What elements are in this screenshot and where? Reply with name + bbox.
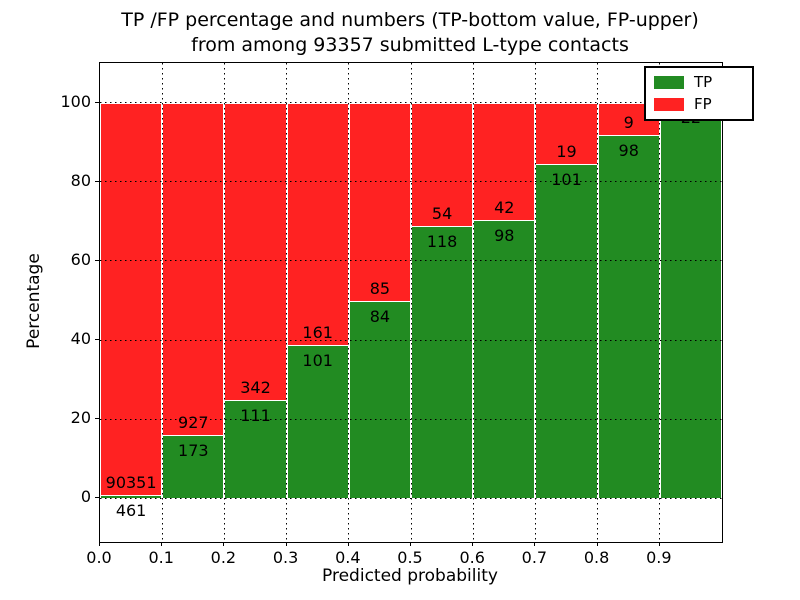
plot-area: 90351 461 927 173 342 111 161 101 85 84 54 118 42 98 1… (99, 62, 723, 543)
legend-entry: TP (654, 74, 744, 91)
y-tick-label: 40 (70, 329, 91, 349)
x-axis-label: Predicted probability (322, 566, 498, 586)
y-tick-mark (95, 259, 99, 261)
chart-title: TP /FP percentage and numbers (TP-bottom… (121, 9, 699, 56)
x-tick-label: 0.7 (521, 548, 548, 567)
x-gridline (223, 63, 225, 542)
legend-entry-label: FP (694, 95, 712, 113)
tp-bar-segment (473, 221, 536, 499)
tp-bar-segment (100, 496, 163, 499)
x-tick-mark (534, 542, 536, 546)
fp-count-label: 54 (431, 203, 453, 223)
tp-count-label: 461 (115, 501, 147, 521)
x-tick-mark (99, 542, 100, 546)
fp-bar-segment (473, 102, 536, 222)
tp-count-label: 101 (551, 170, 582, 190)
x-gridline (659, 63, 661, 542)
x-gridline (472, 63, 474, 542)
x-tick-label: 0.5 (397, 548, 423, 567)
x-tick-mark (472, 542, 474, 546)
tp-bar-segment (411, 226, 474, 499)
fp-count-label: 927 (178, 413, 209, 433)
y-tick-label: 0 (80, 487, 91, 507)
tp-count-label: 98 (494, 226, 515, 246)
tp-count-label: 101 (302, 350, 333, 370)
x-gridline (161, 63, 163, 542)
fp-count-label: 342 (240, 378, 271, 398)
legend-entry-label: TP (694, 73, 713, 91)
y-tick-label: 20 (70, 408, 91, 428)
legend-entry: FP (654, 96, 744, 113)
x-gridline (597, 63, 599, 542)
tp-count-label: 173 (178, 441, 209, 461)
fp-count-label: 90351 (105, 473, 157, 493)
fp-bar-segment (535, 102, 598, 166)
tp-count-label: 111 (240, 406, 271, 426)
legend: TP FP (644, 66, 754, 121)
x-tick-label: 0.0 (86, 548, 112, 567)
tp-legend-swatch (654, 76, 684, 89)
x-tick-mark (410, 542, 411, 546)
x-tick-mark (285, 542, 287, 546)
x-gridline (286, 63, 288, 542)
x-tick-mark (223, 542, 225, 546)
fp-bar-segment (100, 102, 163, 497)
fp-bar-segment (286, 102, 349, 346)
tp-bar-segment (535, 165, 598, 499)
tp-bar-segment (348, 301, 411, 499)
x-tick-mark (347, 542, 349, 546)
tp-count-label: 84 (369, 306, 391, 326)
y-tick-mark (95, 497, 99, 499)
y-tick-mark (95, 418, 99, 420)
x-tick-label: 0.4 (335, 548, 361, 567)
x-tick-label: 0.6 (459, 548, 485, 567)
fp-count-label: 161 (302, 322, 333, 342)
x-tick-label: 0.2 (210, 548, 237, 567)
y-tick-mark (95, 180, 99, 182)
tp-bar-segment (286, 345, 349, 499)
fp-bar-segment (162, 102, 225, 437)
fp-bar-segment (411, 102, 474, 227)
x-gridline (348, 63, 350, 542)
tp-bar-segment (224, 401, 287, 499)
x-tick-label: 0.1 (148, 548, 174, 567)
x-tick-mark (596, 542, 598, 546)
fp-count-label: 19 (556, 142, 577, 162)
y-tick-label: 80 (70, 170, 91, 190)
fp-legend-swatch (654, 98, 684, 111)
tp-bar-segment (659, 102, 722, 499)
y-tick-mark (95, 339, 99, 341)
tp-bar-segment (162, 436, 225, 499)
x-gridline (410, 63, 412, 542)
y-tick-label: 60 (70, 249, 91, 269)
x-gridline (534, 63, 536, 542)
fp-bar-segment (224, 102, 287, 402)
fp-count-label: 42 (494, 198, 515, 218)
fp-bar-segment (348, 102, 411, 302)
x-tick-mark (658, 542, 660, 546)
tp-count-label: 98 (618, 140, 639, 160)
x-tick-label: 0.3 (272, 548, 299, 567)
x-tick-label: 0.8 (583, 548, 610, 567)
y-tick-label: 100 (60, 91, 91, 111)
y-tick-mark (95, 101, 99, 103)
tp-count-label: 118 (426, 231, 458, 251)
x-tick-label: 0.9 (646, 548, 672, 567)
tp-bar-segment (597, 135, 660, 499)
x-tick-mark (161, 542, 163, 546)
fp-count-label: 9 (623, 112, 634, 132)
fp-count-label: 85 (369, 278, 391, 298)
